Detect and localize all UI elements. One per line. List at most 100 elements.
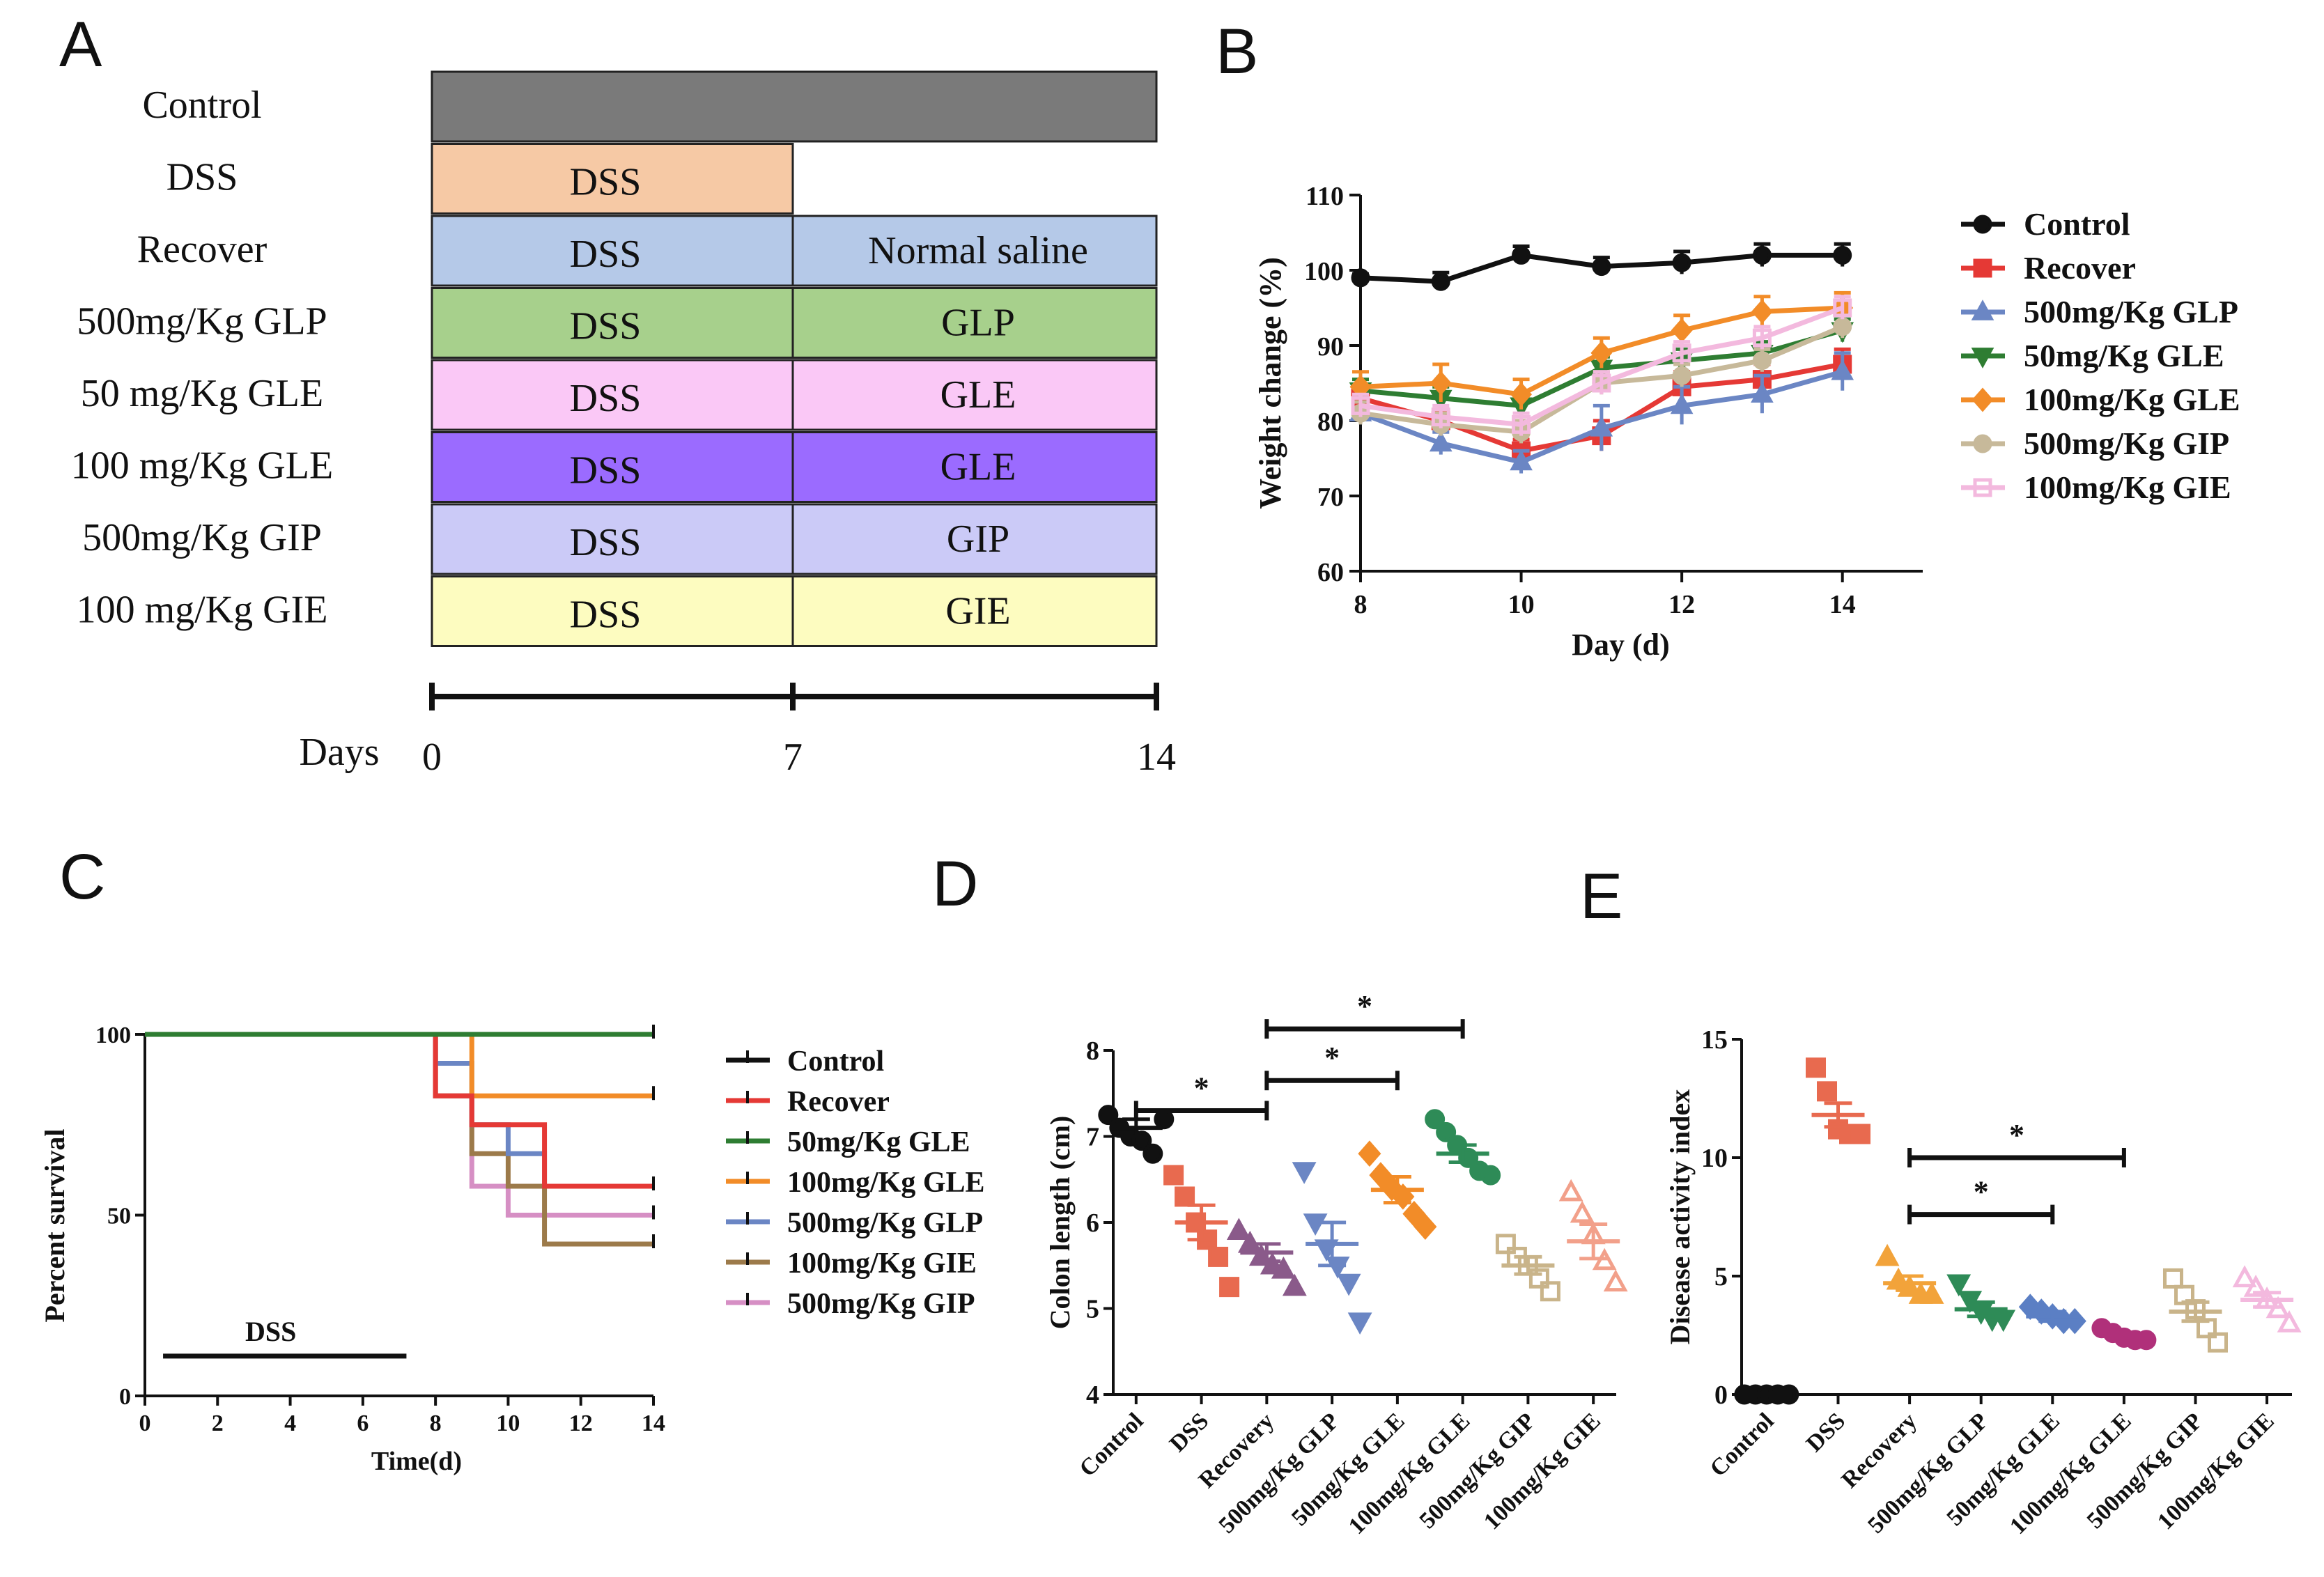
- schedule-bar-label: DSS: [570, 593, 642, 637]
- data-point: [1672, 253, 1691, 272]
- legend-marker: [1973, 478, 1992, 497]
- schedule-bar-first: [431, 503, 794, 575]
- data-point: [1436, 1121, 1457, 1142]
- data-point: [1558, 1179, 1583, 1202]
- x-tick-label: 14: [642, 1411, 665, 1436]
- data-point: [1142, 1143, 1163, 1164]
- panel-label-a: A: [59, 9, 102, 80]
- y-tick-label: 0: [1714, 1381, 1728, 1410]
- y-tick-label: 80: [1317, 407, 1344, 437]
- data-point: [1991, 1310, 2016, 1333]
- data-point: [1833, 245, 1852, 265]
- x-tick-label: 10: [496, 1411, 520, 1436]
- legend-label: 50mg/Kg GLE: [2024, 338, 2224, 373]
- data-point: [1592, 373, 1611, 393]
- schedule-bar-label: DSS: [570, 305, 642, 348]
- data-point: [1592, 257, 1611, 277]
- data-point: [1271, 1256, 1296, 1279]
- schedule-bar-label: DSS: [570, 521, 642, 564]
- category-label: 500mg/Kg GIP: [1415, 1408, 1540, 1533]
- significance-label: *: [1357, 989, 1372, 1023]
- data-point: [1226, 1218, 1251, 1241]
- schedule-bar-first: [431, 575, 794, 647]
- schedule-row-label: 50 mg/Kg GLE: [81, 372, 323, 415]
- timeline-tick-label: 7: [783, 736, 803, 779]
- legend-label: 500mg/Kg GIP: [787, 1288, 975, 1320]
- category-label: DSS: [1165, 1408, 1214, 1456]
- schedule-bar-first: [431, 431, 794, 503]
- schedule-row-label: Recover: [137, 228, 268, 271]
- data-point: [1495, 1234, 1516, 1254]
- schedule-bar-label: GLP: [941, 302, 1015, 345]
- survival-curve: [145, 1032, 653, 1247]
- schedule-row-label: 500mg/Kg GLP: [77, 300, 327, 343]
- schedule-bar-first: [431, 215, 794, 287]
- data-point: [1402, 1200, 1426, 1227]
- data-point: [1430, 371, 1452, 396]
- data-point: [1413, 1213, 1437, 1240]
- category-label: 100mg/Kg GLE: [1344, 1408, 1475, 1539]
- data-point: [1208, 1246, 1229, 1267]
- y-tick-label: 100: [95, 1023, 131, 1048]
- data-point: [1219, 1277, 1240, 1298]
- y-axis-label: Percent survival: [39, 1128, 70, 1322]
- legend-label: Control: [787, 1046, 884, 1078]
- y-tick-label: 70: [1317, 483, 1344, 512]
- data-point: [1806, 1057, 1827, 1078]
- x-tick-label: 2: [212, 1411, 224, 1436]
- legend-marker: [1973, 434, 1992, 453]
- data-point: [1752, 245, 1772, 265]
- y-tick-label: 5: [1714, 1262, 1728, 1291]
- timeline-tick-label: 14: [1137, 736, 1176, 779]
- data-point: [1510, 449, 1533, 471]
- data-point: [1817, 1081, 1838, 1102]
- category-label: 100mg/Kg GLE: [2005, 1408, 2136, 1539]
- legend-label: Recover: [787, 1086, 890, 1118]
- schedule-bar-second: [791, 359, 1158, 431]
- schedule-row-label: 500mg/Kg GIP: [82, 516, 322, 559]
- data-point: [1512, 245, 1531, 265]
- legend-label: 500mg/Kg GIP: [2024, 426, 2229, 461]
- data-point: [1672, 366, 1691, 385]
- schedule-row-label: Control: [142, 84, 261, 127]
- schedule-bar-control: [431, 70, 1158, 143]
- data-point: [1752, 328, 1772, 348]
- legend-label: 100mg/Kg GIE: [787, 1248, 977, 1280]
- legend-label: Recover: [2024, 250, 2136, 286]
- x-tick-label: 10: [1508, 590, 1535, 619]
- x-tick-label: 8: [430, 1411, 442, 1436]
- y-tick-label: 15: [1701, 1025, 1728, 1055]
- data-point: [1540, 1281, 1560, 1302]
- data-point: [1425, 1109, 1446, 1130]
- y-tick-label: 10: [1701, 1144, 1728, 1173]
- schedule-bar-second: [791, 215, 1158, 287]
- legend-label: 100mg/Kg GLE: [2024, 382, 2240, 417]
- y-tick-label: 5: [1086, 1295, 1099, 1324]
- category-label: 50mg/Kg GLE: [1287, 1408, 1409, 1530]
- legend-marker: [1971, 348, 1994, 368]
- category-label: Control: [1075, 1408, 1149, 1482]
- data-point: [2207, 1332, 2228, 1353]
- schedule-bar-label: GIE: [945, 590, 1010, 633]
- schedule-bar-label: DSS: [570, 449, 642, 492]
- y-tick-label: 50: [107, 1204, 131, 1229]
- significance-label: *: [2009, 1118, 2024, 1152]
- y-tick-label: 60: [1317, 558, 1344, 587]
- data-point: [1175, 1186, 1195, 1207]
- data-point: [1282, 1273, 1307, 1296]
- timeline-tick-label: 0: [422, 736, 442, 779]
- legend-label: 100mg/Kg GIE: [2024, 469, 2231, 505]
- data-point: [1875, 1243, 1900, 1266]
- data-point: [1098, 1105, 1119, 1126]
- y-axis-label: Disease activity index: [1664, 1089, 1696, 1345]
- data-point: [2243, 1275, 2268, 1297]
- data-point: [1833, 317, 1852, 336]
- data-point: [1603, 1269, 1628, 1292]
- treatment-schedule: Control DSS DSS Recover DSS Normal saline 500m…: [71, 70, 1176, 779]
- dss-period-label: DSS: [245, 1316, 296, 1347]
- x-tick-label: 0: [139, 1411, 151, 1436]
- legend-marker: [1973, 215, 1992, 234]
- legend-marker: [1971, 387, 1994, 412]
- schedule-bar-second: [791, 503, 1158, 575]
